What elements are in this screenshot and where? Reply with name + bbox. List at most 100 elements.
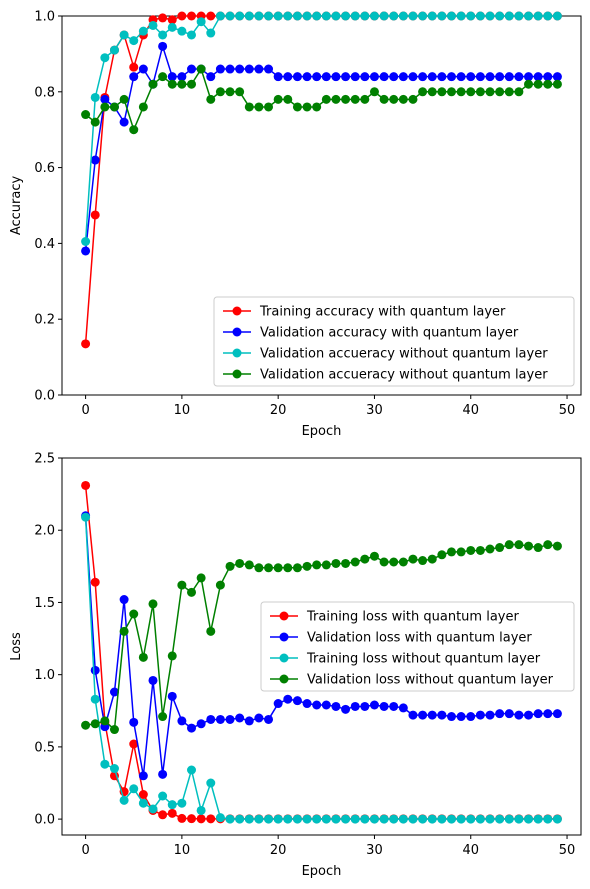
data-point	[543, 72, 553, 82]
data-point	[196, 64, 206, 74]
legend-item: Validation accueracy without quantum lay…	[223, 368, 548, 383]
data-point	[456, 11, 466, 21]
data-point	[167, 651, 177, 661]
data-point	[418, 87, 428, 97]
data-point	[100, 102, 110, 112]
data-point	[302, 814, 312, 824]
data-point	[446, 814, 456, 824]
data-point	[244, 560, 254, 570]
data-point	[341, 72, 351, 82]
y-tick-label: 2.5	[34, 452, 55, 467]
y-tick-label: 0.8	[34, 85, 55, 100]
data-point	[109, 687, 119, 697]
data-point	[129, 62, 139, 72]
data-point	[244, 64, 254, 74]
data-point	[427, 710, 437, 720]
data-point	[81, 339, 91, 349]
data-point	[283, 694, 293, 704]
x-tick-label: 30	[366, 843, 383, 858]
data-point	[466, 545, 476, 555]
x-tick-label: 30	[366, 403, 383, 418]
data-point	[369, 87, 379, 97]
data-point	[312, 700, 322, 710]
data-point	[514, 87, 524, 97]
data-point	[543, 814, 553, 824]
data-point	[129, 36, 139, 46]
axes-frame	[61, 457, 582, 836]
data-point	[158, 769, 168, 779]
data-point	[533, 72, 543, 82]
data-point	[244, 11, 254, 21]
data-point	[350, 72, 360, 82]
data-point	[552, 11, 562, 21]
data-point	[504, 540, 514, 550]
data-point	[90, 694, 100, 704]
data-point	[235, 814, 245, 824]
data-point	[398, 94, 408, 104]
data-point	[533, 543, 543, 553]
data-point	[456, 547, 466, 557]
data-point	[254, 102, 264, 112]
data-point	[225, 814, 235, 824]
data-point	[148, 804, 158, 814]
data-point	[341, 704, 351, 714]
data-point	[389, 814, 399, 824]
data-point	[504, 87, 514, 97]
data-point	[552, 814, 562, 824]
data-point	[418, 814, 428, 824]
data-point	[158, 712, 168, 722]
legend-marker	[232, 306, 242, 316]
data-point	[273, 699, 283, 709]
data-point	[292, 11, 302, 21]
series-line	[84, 15, 558, 242]
data-point	[369, 72, 379, 82]
data-point	[167, 22, 177, 32]
data-point	[100, 716, 110, 726]
data-point	[90, 665, 100, 675]
data-point	[109, 102, 119, 112]
data-point	[283, 11, 293, 21]
data-point	[312, 72, 322, 82]
data-point	[446, 87, 456, 97]
data-point	[321, 560, 331, 570]
data-point	[129, 125, 139, 135]
data-point	[543, 709, 553, 719]
y-tick-label: 0.5	[34, 740, 55, 755]
data-point	[427, 72, 437, 82]
data-point	[504, 709, 514, 719]
legend-label: Training loss with quantum layer	[306, 610, 519, 625]
data-point	[177, 813, 187, 823]
data-point	[109, 725, 119, 735]
data-point	[379, 72, 389, 82]
data-point	[187, 587, 197, 597]
x-tick-label: 50	[559, 843, 576, 858]
data-point	[408, 11, 418, 21]
legend-marker	[279, 653, 289, 663]
data-point	[350, 701, 360, 711]
data-point	[273, 94, 283, 104]
x-tick-label: 10	[174, 843, 191, 858]
data-point	[225, 561, 235, 571]
data-point	[158, 791, 168, 801]
data-point	[225, 87, 235, 97]
y-tick-label: 0.6	[34, 161, 55, 176]
data-point	[504, 814, 514, 824]
data-point	[312, 560, 322, 570]
data-point	[235, 11, 245, 21]
data-point	[148, 79, 158, 89]
data-point	[138, 798, 148, 808]
x-tick-label: 40	[462, 843, 479, 858]
legend-frame	[260, 601, 575, 692]
data-point	[495, 72, 505, 82]
data-point	[475, 72, 485, 82]
data-point	[273, 72, 283, 82]
legend-item: Validation loss without quantum layer	[270, 673, 554, 688]
data-point	[148, 675, 158, 685]
data-point	[331, 701, 341, 711]
data-point	[504, 72, 514, 82]
data-point	[90, 155, 100, 165]
data-point	[254, 11, 264, 21]
data-point	[475, 545, 485, 555]
data-point	[360, 94, 370, 104]
